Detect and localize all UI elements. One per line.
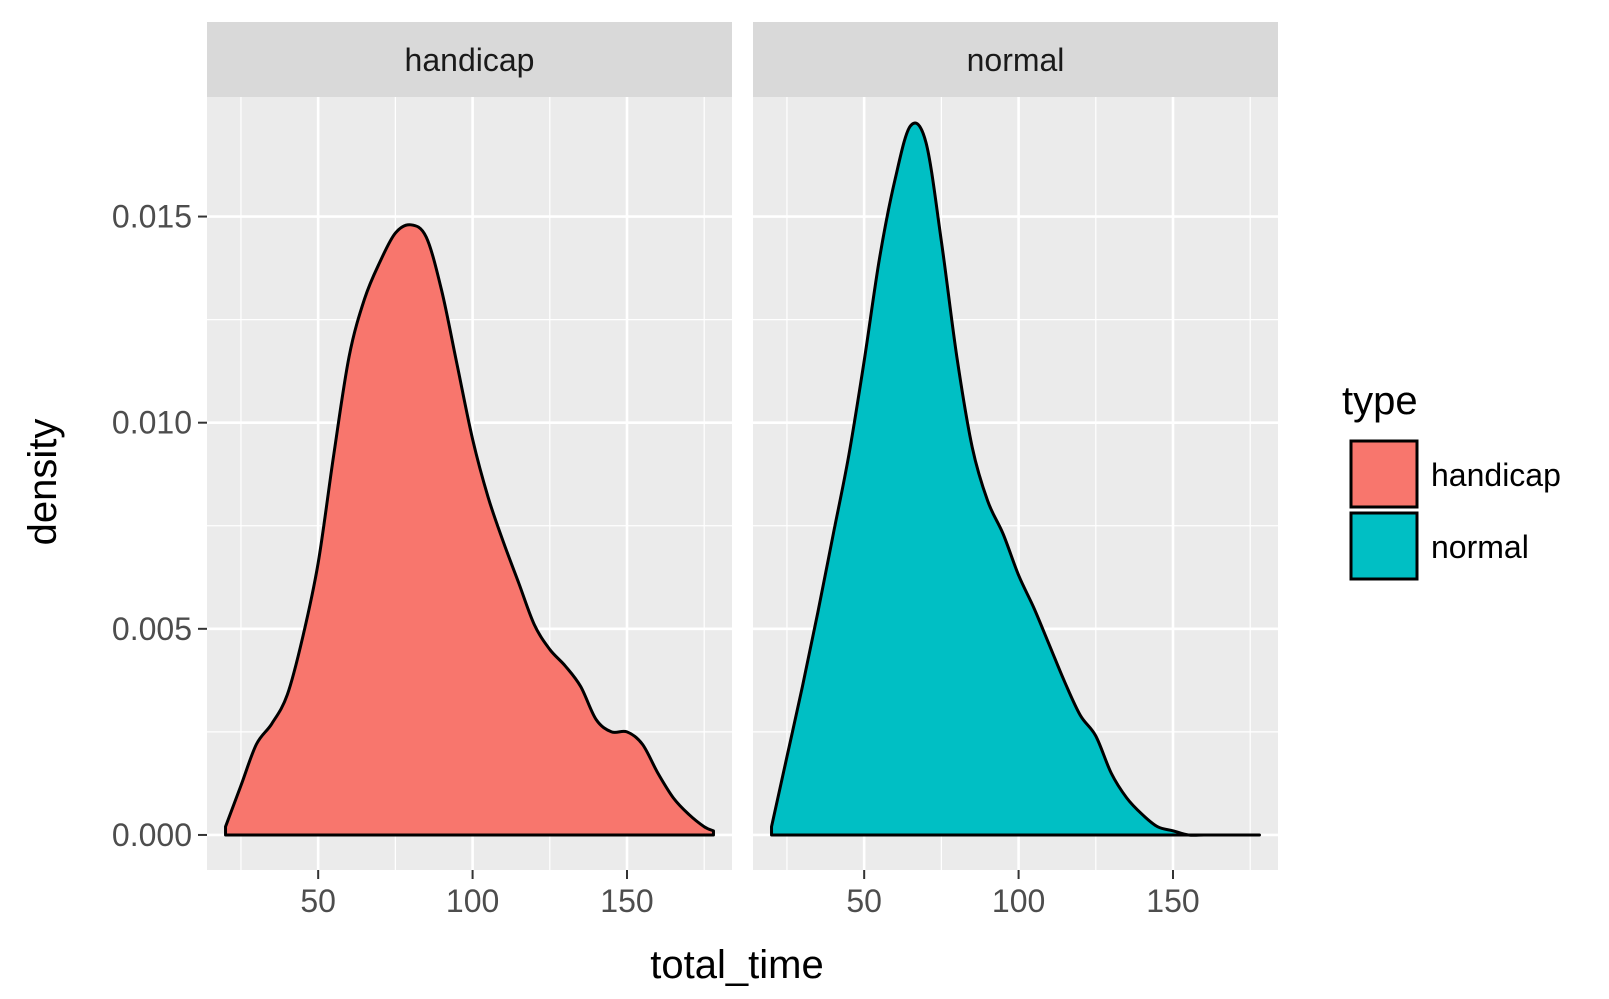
strip-label-handicap: handicap (405, 42, 535, 78)
panel-handicap: handicap 50 100 150 (207, 22, 732, 919)
x-tick-label: 100 (446, 883, 499, 919)
x-tick-label: 150 (600, 883, 653, 919)
facet-panels: handicap 50 100 150 normal 50 100 150 (207, 22, 1278, 919)
legend-label-normal: normal (1431, 529, 1529, 565)
strip-normal (753, 22, 1278, 97)
density-area-normal (770, 121, 1261, 837)
density-area-handicap (224, 223, 715, 837)
y-axis-title: density (21, 419, 65, 546)
legend-title: type (1342, 379, 1418, 423)
strip-handicap (207, 22, 732, 97)
x-tick-label: 50 (300, 883, 336, 919)
x-tick-label: 100 (992, 883, 1045, 919)
y-tick-label: 0.000 (112, 817, 192, 853)
legend: type handicap normal (1342, 379, 1561, 581)
panel-normal: normal 50 100 150 (753, 22, 1278, 919)
x-tick-label: 50 (846, 883, 882, 919)
x-axis-title: total_time (650, 943, 823, 987)
y-tick-label: 0.005 (112, 611, 192, 647)
legend-key-normal (1349, 511, 1419, 581)
strip-label-normal: normal (967, 42, 1065, 78)
y-tick-label: 0.010 (112, 405, 192, 441)
legend-label-handicap: handicap (1431, 457, 1561, 493)
y-tick-label: 0.015 (112, 199, 192, 235)
legend-key-handicap (1349, 439, 1419, 509)
y-axis: 0.000 0.005 0.010 0.015 (112, 199, 207, 853)
x-tick-label: 150 (1146, 883, 1199, 919)
